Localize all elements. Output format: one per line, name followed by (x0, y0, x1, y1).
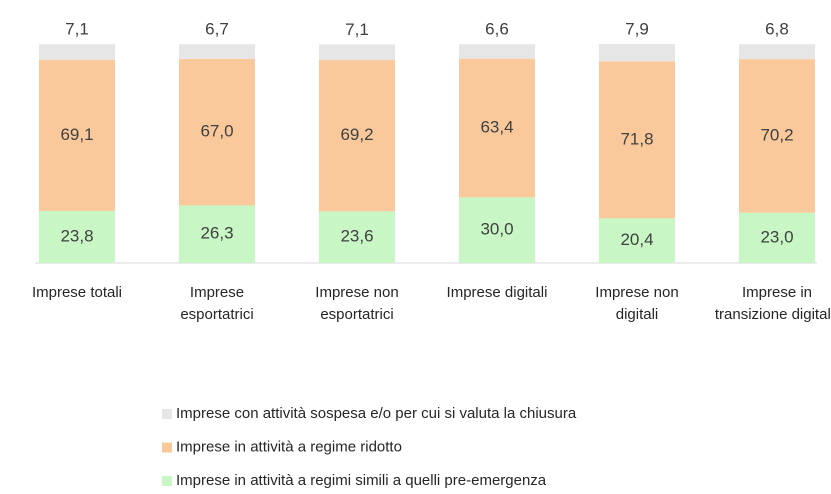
legend-label: Imprese con attività sospesa e/o per cui… (176, 405, 577, 422)
bar-segment (39, 210, 115, 263)
bar-segment (319, 44, 395, 60)
data-label: 30,0 (480, 220, 513, 239)
x-tick-label: Imprese totali (31, 284, 123, 301)
bar-segment (39, 44, 115, 60)
data-label: 7,9 (625, 19, 649, 38)
bar-segment (599, 61, 675, 219)
data-label: 7,1 (345, 20, 369, 39)
data-label: 23,6 (340, 227, 373, 246)
bar-segment (319, 59, 395, 212)
data-label: 71,8 (620, 129, 653, 148)
bar-segment (179, 44, 255, 59)
bar-segment (739, 44, 815, 60)
bar-segment (599, 218, 675, 263)
data-label: 6,8 (765, 20, 789, 39)
bar-segment (739, 59, 815, 213)
bar-segment (39, 59, 115, 211)
legend-label: Imprese in attività a regimi simili a qu… (176, 472, 547, 489)
data-label: 69,1 (60, 125, 93, 144)
x-tick-label: Imprese non esportatrici (315, 284, 399, 323)
data-label: 23,0 (760, 227, 793, 246)
bar-segment (179, 58, 255, 206)
data-label: 7,1 (65, 20, 89, 39)
bar-segment (319, 211, 395, 263)
data-label: 67,0 (200, 122, 233, 141)
legend-swatch (162, 442, 172, 453)
data-label: 6,6 (485, 20, 509, 39)
bar-segment (459, 197, 535, 263)
bar-segment (739, 212, 815, 263)
data-label: 20,4 (620, 230, 653, 249)
x-tick-label: Imprese digitali (446, 284, 548, 301)
x-tick-label: Imprese esportatrici (180, 284, 254, 323)
legend-swatch (162, 476, 172, 486)
data-label: 23,8 (60, 226, 93, 245)
bar-segment (179, 205, 255, 263)
legend-label: Imprese in attività a regime ridotto (176, 438, 402, 455)
legend-swatch (162, 409, 172, 419)
bar-segment (599, 44, 675, 62)
bar-segment (459, 58, 535, 198)
data-label: 6,7 (205, 20, 229, 39)
data-label: 70,2 (760, 125, 793, 144)
x-tick-label: Imprese in transizione digitale (714, 284, 831, 323)
data-label: 26,3 (200, 224, 233, 243)
data-label: 63,4 (480, 117, 513, 136)
bar-segment (459, 44, 535, 59)
data-label: 69,2 (340, 125, 373, 144)
x-tick-label: Imprese non digitali (595, 284, 679, 323)
